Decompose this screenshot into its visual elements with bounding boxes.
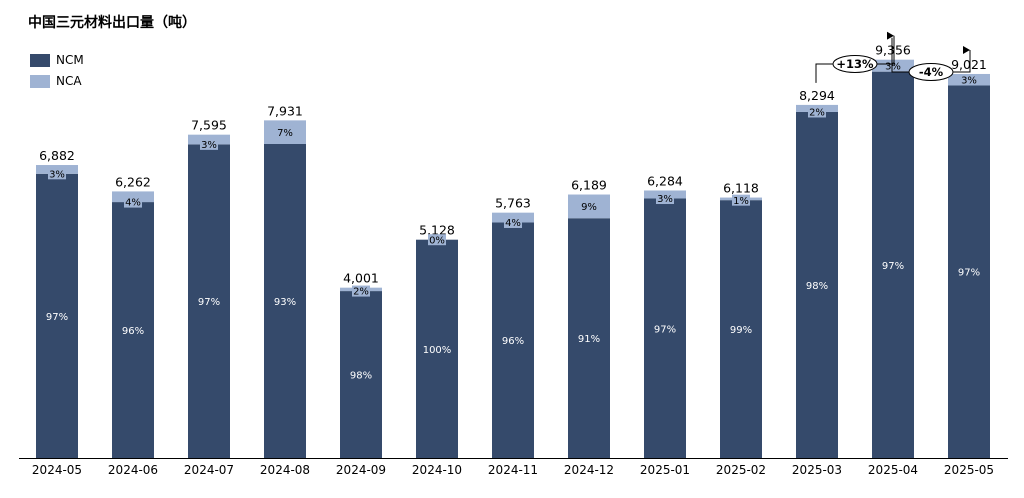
x-tick-2024-09: 2024-09: [336, 463, 386, 477]
nca-share-box-2025-04: [884, 60, 902, 72]
total-label-2024-09: 4,001: [343, 271, 379, 286]
nca-share-label-2025-01: 3%: [657, 194, 673, 205]
bar-ncm-2024-07: [188, 144, 230, 458]
nca-share-box-2024-12: [580, 200, 598, 212]
ncm-share-label-2024-05: 97%: [46, 312, 68, 323]
x-tick-2025-02: 2025-02: [716, 463, 766, 477]
nca-share-label-2024-09: 2%: [353, 287, 369, 298]
nca-share-label-2024-05: 3%: [49, 169, 65, 180]
total-label-2025-01: 6,284: [647, 173, 683, 188]
bar-ncm-2025-03: [796, 111, 838, 459]
ncm-share-label-2024-11: 96%: [502, 336, 524, 347]
x-tick-2024-07: 2024-07: [184, 463, 234, 477]
nca-share-label-2024-10: 0%: [429, 235, 445, 246]
total-label-2025-02: 6,118: [723, 181, 759, 196]
nca-share-label-2024-12: 9%: [581, 202, 597, 213]
nca-share-box-2025-02: [732, 194, 750, 206]
nca-share-label-2024-07: 3%: [201, 140, 217, 151]
x-tick-2024-06: 2024-06: [108, 463, 158, 477]
growth-bubble-2025-05: [908, 63, 954, 81]
nca-share-label-2025-02: 1%: [733, 196, 749, 207]
x-tick-2024-11: 2024-11: [488, 463, 538, 477]
ncm-share-label-2025-01: 97%: [654, 324, 676, 335]
chart-title: 中国三元材料出口量（吨）: [28, 15, 196, 31]
bar-ncm-2024-05: [36, 173, 78, 458]
ncm-share-label-2024-06: 96%: [122, 326, 144, 337]
nca-share-label-2025-05: 3%: [961, 75, 977, 86]
growth-label-2025-04: +13%: [836, 57, 874, 71]
legend-item-nca: NCA: [30, 74, 82, 88]
nca-share-box-2024-06: [124, 196, 142, 208]
bar-ncm-2025-04: [872, 71, 914, 458]
nca-share-box-2024-09: [352, 285, 370, 297]
ncm-share-label-2025-04: 97%: [882, 261, 904, 272]
ncm-share-label-2024-07: 97%: [198, 297, 220, 308]
nca-share-label-2025-03: 2%: [809, 108, 825, 119]
ncm-share-label-2024-09: 98%: [350, 371, 372, 382]
nca-share-box-2025-03: [808, 106, 826, 118]
total-label-2024-06: 6,262: [115, 174, 151, 189]
bar-ncm-2024-11: [492, 222, 534, 458]
legend-label-nca: NCA: [56, 74, 82, 88]
x-tick-2025-01: 2025-01: [640, 463, 690, 477]
bar-ncm-2024-06: [112, 202, 154, 458]
legend-label-ncm: NCM: [56, 53, 84, 67]
bar-ncm-2024-09: [340, 291, 382, 458]
bar-ncm-2025-02: [720, 200, 762, 458]
growth-label-2025-05: -4%: [919, 65, 944, 79]
total-label-2024-08: 7,931: [267, 103, 303, 118]
ncm-share-label-2025-05: 97%: [958, 268, 980, 279]
legend-swatch-nca: [30, 74, 50, 88]
ncm-share-label-2025-03: 98%: [806, 281, 828, 292]
ncm-share-label-2024-10: 100%: [423, 345, 452, 356]
x-tick-2024-12: 2024-12: [564, 463, 614, 477]
ncm-share-label-2025-02: 99%: [730, 325, 752, 336]
legend-item-ncm: NCM: [30, 53, 84, 67]
total-label-2025-03: 8,294: [799, 88, 835, 103]
total-label-2024-11: 5,763: [495, 196, 531, 211]
total-label-2024-12: 6,189: [571, 178, 607, 193]
total-label-2025-04: 9,356: [875, 43, 911, 58]
nca-share-label-2024-06: 4%: [125, 198, 141, 209]
nca-share-label-2024-11: 4%: [505, 218, 521, 229]
total-label-2024-05: 6,882: [39, 148, 75, 163]
nca-share-box-2024-05: [48, 168, 66, 180]
bar-ncm-2025-05: [948, 85, 990, 458]
bar-ncm-2024-10: [416, 239, 458, 458]
ncm-share-label-2024-12: 91%: [578, 334, 600, 345]
bar-ncm-2024-08: [264, 144, 306, 459]
x-tick-2024-10: 2024-10: [412, 463, 462, 477]
total-label-2024-07: 7,595: [191, 118, 227, 133]
nca-share-label-2025-04: 3%: [885, 61, 901, 72]
nca-share-box-2024-10: [428, 234, 446, 246]
bar-ncm-2024-12: [568, 218, 610, 458]
x-tick-2025-03: 2025-03: [792, 463, 842, 477]
x-tick-2024-05: 2024-05: [32, 463, 82, 477]
growth-bubble-2025-04: [832, 55, 878, 73]
x-tick-2025-04: 2025-04: [868, 463, 918, 477]
nca-share-box-2024-11: [504, 216, 522, 228]
x-tick-2024-08: 2024-08: [260, 463, 310, 477]
total-label-2025-05: 9,021: [951, 57, 987, 72]
bar-ncm-2025-01: [644, 198, 686, 458]
nca-share-box-2025-01: [656, 193, 674, 205]
legend-swatch-ncm: [30, 53, 50, 67]
total-label-2024-10: 5,128: [419, 223, 455, 238]
x-tick-2025-05: 2025-05: [944, 463, 994, 477]
nca-share-label-2024-08: 7%: [277, 128, 293, 139]
ncm-share-label-2024-08: 93%: [274, 297, 296, 308]
nca-share-box-2024-07: [200, 138, 218, 150]
nca-share-box-2024-08: [276, 126, 294, 138]
nca-share-box-2025-05: [960, 74, 978, 86]
